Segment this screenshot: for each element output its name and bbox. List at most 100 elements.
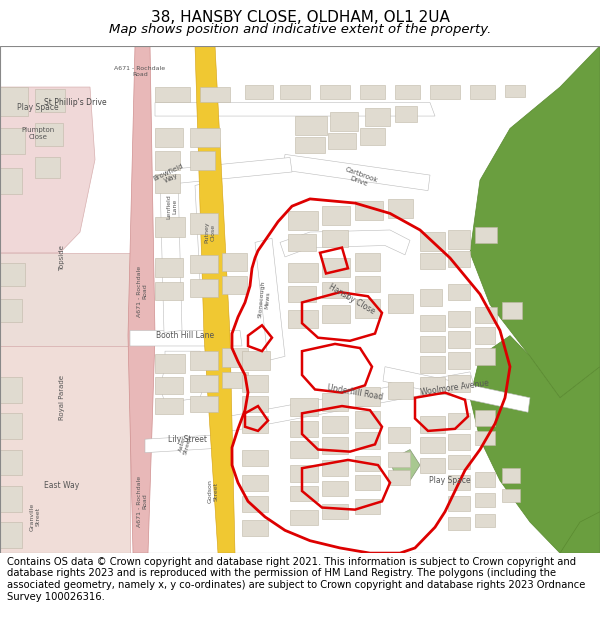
Polygon shape — [390, 449, 420, 481]
Bar — [155, 129, 183, 147]
Bar — [0, 87, 28, 116]
Text: Hansby Close: Hansby Close — [327, 282, 377, 316]
Bar — [242, 375, 268, 391]
Bar — [295, 116, 327, 135]
Bar — [395, 85, 420, 99]
Bar — [0, 168, 22, 194]
Bar — [295, 137, 325, 153]
Bar — [448, 331, 470, 348]
Bar — [242, 476, 268, 491]
Bar — [222, 253, 247, 271]
Bar — [322, 460, 348, 476]
Text: A671 - Rochdale
Road: A671 - Rochdale Road — [115, 66, 166, 77]
Bar — [448, 517, 470, 531]
Bar — [395, 106, 417, 122]
Bar — [288, 310, 318, 328]
Bar — [388, 382, 413, 399]
Bar — [420, 437, 445, 452]
Bar — [448, 284, 470, 301]
Polygon shape — [195, 180, 222, 282]
Bar — [190, 213, 218, 234]
Bar — [0, 449, 22, 476]
Bar — [448, 251, 470, 268]
Bar — [355, 476, 380, 490]
Bar — [288, 211, 318, 230]
Bar — [0, 299, 22, 322]
Text: St Phillip's Drive: St Phillip's Drive — [44, 98, 106, 107]
Bar — [35, 89, 65, 112]
Bar — [355, 456, 380, 471]
Bar — [322, 392, 348, 411]
Bar — [388, 452, 410, 467]
Polygon shape — [0, 253, 130, 346]
Bar — [190, 351, 218, 370]
Text: 38, HANSBY CLOSE, OLDHAM, OL1 2UA: 38, HANSBY CLOSE, OLDHAM, OL1 2UA — [151, 10, 449, 25]
Bar — [448, 311, 470, 328]
Bar — [222, 276, 247, 294]
Bar — [420, 458, 445, 473]
Bar — [502, 489, 520, 502]
Bar — [355, 201, 383, 219]
Bar — [388, 427, 410, 443]
Bar — [242, 520, 268, 536]
Bar — [322, 282, 348, 298]
Bar — [290, 465, 318, 482]
Bar — [475, 472, 495, 487]
Bar — [360, 129, 385, 145]
Bar — [288, 286, 316, 302]
Text: Cartbrook
Drive: Cartbrook Drive — [341, 166, 379, 190]
Text: Putney
Close: Putney Close — [205, 221, 215, 243]
Polygon shape — [283, 154, 430, 191]
Polygon shape — [0, 346, 130, 553]
Polygon shape — [155, 102, 435, 116]
Bar — [280, 85, 310, 99]
Bar — [290, 486, 318, 501]
Bar — [290, 398, 318, 416]
Bar — [448, 496, 470, 511]
Bar — [475, 227, 497, 244]
Bar — [190, 375, 218, 391]
Text: Booth Hill Lane: Booth Hill Lane — [156, 331, 214, 340]
Text: A671 - Rochdale
Road: A671 - Rochdale Road — [137, 476, 148, 527]
Bar — [322, 437, 348, 454]
Bar — [245, 85, 273, 99]
Bar — [355, 276, 380, 292]
Polygon shape — [560, 512, 600, 553]
Bar — [0, 377, 22, 403]
Bar — [420, 289, 442, 306]
Bar — [222, 348, 248, 367]
Bar — [0, 486, 22, 512]
Text: Play Space: Play Space — [17, 103, 59, 112]
Bar — [0, 413, 22, 439]
Polygon shape — [228, 372, 474, 431]
Bar — [448, 230, 470, 249]
Text: Lily Street: Lily Street — [169, 435, 208, 444]
Bar — [190, 129, 220, 147]
Bar — [360, 85, 385, 99]
Polygon shape — [195, 46, 235, 553]
Bar — [505, 85, 525, 98]
Bar — [242, 496, 268, 512]
Bar — [155, 398, 183, 414]
Bar — [420, 416, 445, 433]
Bar — [355, 411, 380, 428]
Bar — [502, 468, 520, 482]
Bar — [200, 87, 230, 101]
Bar — [420, 315, 445, 331]
Bar — [242, 416, 268, 433]
Polygon shape — [0, 87, 95, 252]
Bar — [242, 396, 268, 412]
Bar — [420, 356, 445, 373]
Text: East Way: East Way — [44, 481, 80, 490]
Bar — [388, 294, 413, 313]
Polygon shape — [160, 178, 182, 332]
Bar — [288, 263, 318, 282]
Bar — [330, 112, 358, 131]
Bar — [155, 377, 183, 394]
Bar — [155, 354, 185, 373]
Bar — [365, 107, 390, 126]
Text: Contains OS data © Crown copyright and database right 2021. This information is : Contains OS data © Crown copyright and d… — [7, 557, 586, 602]
Bar — [322, 206, 350, 225]
Bar — [420, 232, 445, 251]
Bar — [288, 234, 316, 251]
